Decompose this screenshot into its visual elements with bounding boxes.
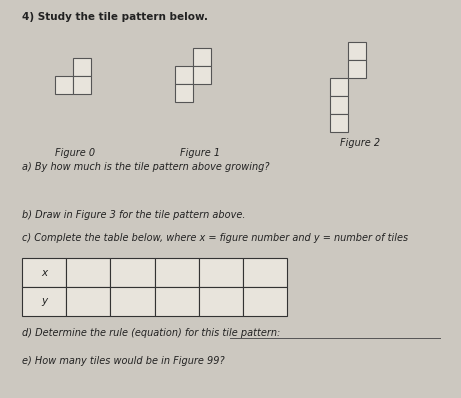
- Text: e) How many tiles would be in Figure 99?: e) How many tiles would be in Figure 99?: [22, 356, 225, 366]
- Text: Figure 1: Figure 1: [180, 148, 220, 158]
- Bar: [193, 66, 211, 84]
- Bar: [175, 84, 193, 102]
- Text: b) Draw in Figure 3 for the tile pattern above.: b) Draw in Figure 3 for the tile pattern…: [22, 210, 246, 220]
- Bar: [22, 258, 66, 287]
- Bar: [243, 287, 287, 316]
- Text: a) By how much is the tile pattern above growing?: a) By how much is the tile pattern above…: [22, 162, 270, 172]
- Text: c) Complete the table below, where x = figure number and y = number of tiles: c) Complete the table below, where x = f…: [22, 233, 408, 243]
- Bar: [110, 287, 154, 316]
- Bar: [73, 58, 91, 76]
- Text: 4) Study the tile pattern below.: 4) Study the tile pattern below.: [22, 12, 208, 22]
- Bar: [175, 66, 193, 84]
- Bar: [22, 287, 66, 316]
- Bar: [330, 78, 348, 96]
- Bar: [110, 258, 154, 287]
- Bar: [193, 48, 211, 66]
- Text: Figure 2: Figure 2: [340, 138, 380, 148]
- Bar: [73, 76, 91, 94]
- Bar: [66, 258, 110, 287]
- Text: y: y: [41, 297, 47, 306]
- Bar: [348, 60, 366, 78]
- Bar: [154, 258, 199, 287]
- Bar: [199, 258, 243, 287]
- Text: x: x: [41, 267, 47, 277]
- Bar: [330, 114, 348, 132]
- Text: d) Determine the rule (equation) for this tile pattern:: d) Determine the rule (equation) for thi…: [22, 328, 280, 338]
- Bar: [55, 76, 73, 94]
- Bar: [330, 96, 348, 114]
- Bar: [66, 287, 110, 316]
- Bar: [243, 258, 287, 287]
- Bar: [199, 287, 243, 316]
- Text: Figure 0: Figure 0: [55, 148, 95, 158]
- Bar: [348, 42, 366, 60]
- Bar: [154, 287, 199, 316]
